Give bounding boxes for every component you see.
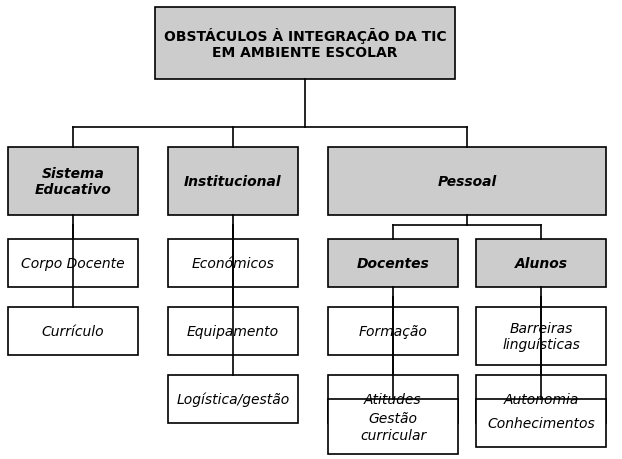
- Bar: [155, 8, 455, 80]
- Text: Alunos: Alunos: [514, 257, 567, 270]
- Bar: [328, 399, 458, 454]
- Bar: [168, 308, 298, 355]
- Bar: [168, 148, 298, 216]
- Bar: [328, 148, 606, 216]
- Text: Gestão
curricular: Gestão curricular: [360, 412, 426, 442]
- Text: Económicos: Económicos: [192, 257, 274, 270]
- Bar: [168, 375, 298, 423]
- Text: Autonomia: Autonomia: [503, 392, 578, 406]
- Bar: [476, 308, 606, 365]
- Bar: [476, 240, 606, 287]
- Text: Barreiras
linguísticas: Barreiras linguísticas: [502, 321, 580, 352]
- Text: Atitudes: Atitudes: [364, 392, 422, 406]
- Bar: [8, 308, 138, 355]
- Text: Equipamento: Equipamento: [187, 325, 279, 338]
- Text: Formação: Formação: [358, 325, 427, 338]
- Bar: [168, 240, 298, 287]
- Text: Sistema
Educativo: Sistema Educativo: [35, 167, 111, 196]
- Text: Logística/gestão: Logística/gestão: [177, 392, 290, 406]
- Text: Institucional: Institucional: [184, 174, 282, 189]
- Bar: [476, 375, 606, 423]
- Text: OBSTÁCULOS À INTEGRAÇÃO DA TIC
EM AMBIENTE ESCOLAR: OBSTÁCULOS À INTEGRAÇÃO DA TIC EM AMBIEN…: [164, 28, 447, 60]
- Bar: [328, 240, 458, 287]
- Bar: [328, 375, 458, 423]
- Bar: [328, 308, 458, 355]
- Text: Pessoal: Pessoal: [437, 174, 496, 189]
- Text: Corpo Docente: Corpo Docente: [21, 257, 125, 270]
- Bar: [8, 148, 138, 216]
- Text: Docentes: Docentes: [356, 257, 429, 270]
- Bar: [476, 399, 606, 447]
- Bar: [8, 240, 138, 287]
- Text: Conhecimentos: Conhecimentos: [487, 416, 595, 430]
- Text: Currículo: Currículo: [42, 325, 104, 338]
